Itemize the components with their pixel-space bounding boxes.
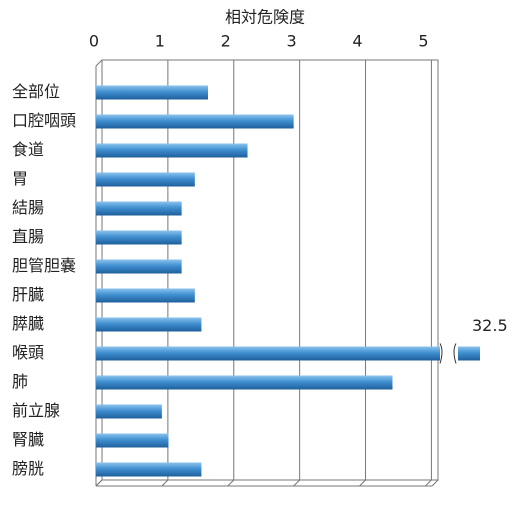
broken-bar (96, 343, 480, 364)
y-tick-label: 胃 (12, 169, 28, 188)
value-label: 32.5 (472, 316, 508, 335)
grid-floor (359, 479, 366, 487)
y-tick-label: 口腔咽頭 (12, 111, 76, 130)
y-tick-label: 食道 (12, 140, 44, 159)
x-tick-label: 1 (155, 32, 165, 51)
bar (96, 288, 195, 303)
bar (96, 259, 182, 274)
grid-floor (425, 479, 432, 487)
y-tick-label: 肺 (12, 372, 28, 391)
y-tick-label: 喉頭 (12, 343, 44, 362)
bar (96, 230, 182, 245)
x-tick-label: 2 (221, 32, 231, 51)
frame-depth (95, 59, 103, 67)
x-tick-label: 3 (287, 32, 297, 51)
bar (96, 114, 294, 129)
y-tick-label: 腎臓 (12, 430, 44, 449)
bar (96, 404, 162, 419)
grid-floor (293, 479, 301, 487)
y-tick-label: 膵臓 (12, 314, 44, 333)
bar (96, 375, 393, 390)
y-tick-label: 膀胱 (12, 459, 44, 478)
grid-floor (161, 479, 169, 487)
bar (96, 462, 202, 477)
y-tick-label: 前立腺 (12, 401, 60, 420)
y-tick-label: 全部位 (12, 82, 60, 101)
frame-depth (431, 479, 439, 487)
chart-title: 相対危険度 (225, 8, 305, 27)
grid-floor (95, 479, 103, 487)
y-tick-label: 胆管胆嚢 (12, 256, 76, 275)
bar (96, 433, 169, 448)
bar (96, 143, 248, 158)
y-tick-label: 肝臓 (12, 285, 44, 304)
x-tick-label: 4 (352, 32, 362, 51)
bar (96, 172, 195, 187)
bar (96, 201, 182, 216)
grid-floor (227, 479, 235, 487)
bar (96, 317, 202, 332)
x-tick-label: 5 (418, 32, 428, 51)
bar (96, 85, 208, 100)
y-tick-label: 直腸 (12, 227, 44, 246)
y-tick-label: 結腸 (12, 198, 44, 217)
x-tick-label: 0 (89, 32, 99, 51)
